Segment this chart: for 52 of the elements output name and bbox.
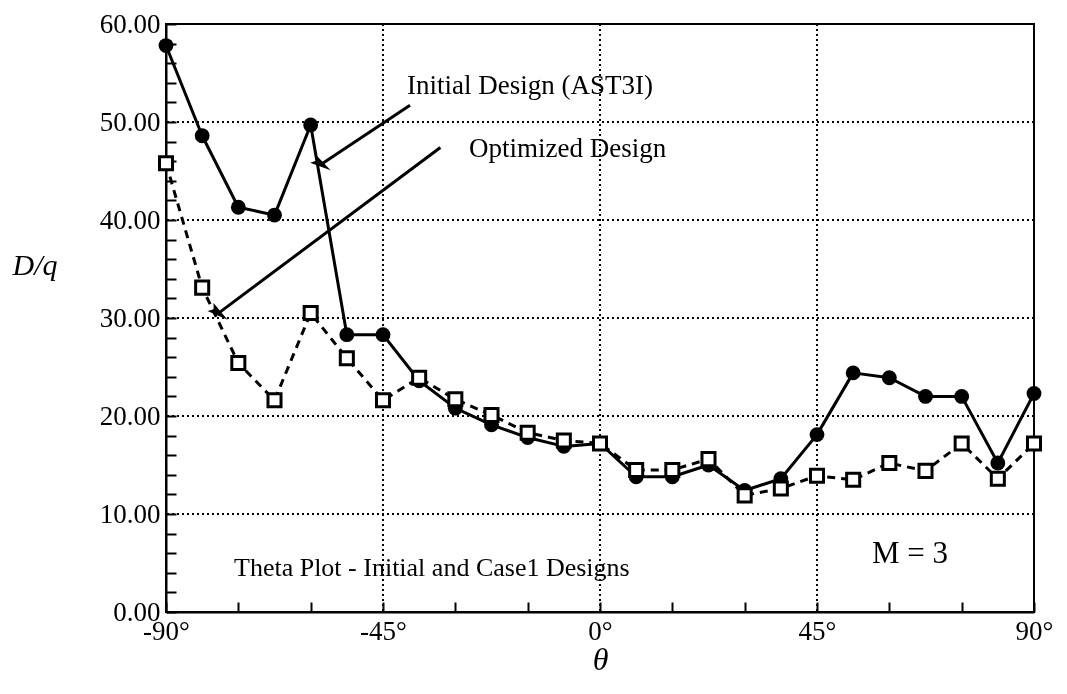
point [157, 155, 175, 172]
point [1026, 386, 1042, 401]
point [339, 327, 355, 343]
annotation: Optimized Design [469, 133, 667, 163]
x-tick-label: 90° [1015, 615, 1054, 646]
point [411, 369, 428, 386]
annotation: Theta Plot - Initial and Case1 Designs [234, 553, 630, 582]
point [519, 424, 536, 441]
point [917, 462, 934, 479]
x-tick-label: 45° [798, 615, 837, 646]
x-tick-label: -45° [360, 615, 407, 646]
point [230, 199, 246, 215]
point [881, 455, 898, 472]
point [447, 391, 464, 408]
point [700, 451, 717, 468]
point [736, 487, 753, 504]
point [267, 207, 282, 223]
y-tick-label: 20.00 [99, 400, 161, 431]
point [845, 471, 862, 488]
point [772, 480, 789, 497]
point [375, 327, 391, 343]
y-tick-label: 50.00 [99, 106, 161, 137]
point [266, 392, 283, 409]
point [194, 279, 211, 296]
y-tick-label: 40.00 [99, 204, 161, 235]
point [303, 117, 319, 133]
point [881, 370, 897, 386]
annotation: Initial Design (AST3I) [407, 70, 653, 100]
point [338, 350, 355, 367]
point [158, 38, 174, 53]
y-tick-label: 10.00 [99, 498, 161, 529]
point [953, 435, 970, 452]
y-tick-label: 30.00 [99, 302, 161, 333]
point [808, 467, 826, 484]
point [845, 365, 861, 381]
point [194, 128, 210, 144]
y-tick-label: 60.00 [99, 8, 161, 39]
point [664, 461, 681, 478]
point [954, 389, 970, 404]
point [302, 305, 319, 322]
point [628, 461, 645, 478]
point [989, 470, 1006, 487]
point [483, 407, 500, 424]
point [374, 392, 392, 409]
point [809, 427, 825, 443]
point [1025, 435, 1043, 452]
point [918, 389, 933, 404]
point [230, 355, 247, 372]
y-axis-title: D/q [11, 247, 58, 281]
annotation: M = 3 [872, 535, 949, 570]
point [555, 432, 572, 449]
point [990, 455, 1006, 471]
